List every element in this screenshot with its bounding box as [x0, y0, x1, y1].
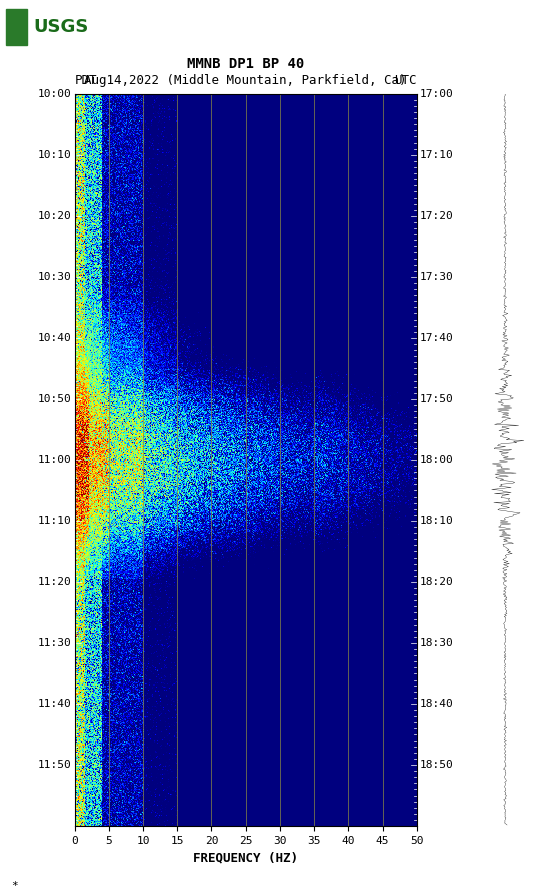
Text: 10:30: 10:30 [38, 271, 71, 282]
Text: 10:50: 10:50 [38, 394, 71, 404]
Text: PDT: PDT [75, 73, 97, 87]
Text: 11:20: 11:20 [38, 577, 71, 587]
Text: 11:40: 11:40 [38, 699, 71, 709]
Text: 18:30: 18:30 [420, 638, 454, 648]
Text: USGS: USGS [33, 18, 89, 36]
Text: 18:50: 18:50 [420, 760, 454, 770]
Text: 18:00: 18:00 [420, 455, 454, 465]
Text: Aug14,2022 (Middle Mountain, Parkfield, Ca): Aug14,2022 (Middle Mountain, Parkfield, … [84, 73, 407, 87]
Text: 10:10: 10:10 [38, 150, 71, 160]
Text: 17:00: 17:00 [420, 88, 454, 99]
Text: MMNB DP1 BP 40: MMNB DP1 BP 40 [187, 57, 304, 71]
Text: 17:30: 17:30 [420, 271, 454, 282]
X-axis label: FREQUENCY (HZ): FREQUENCY (HZ) [193, 851, 298, 864]
Text: 18:10: 18:10 [420, 516, 454, 526]
Text: 11:00: 11:00 [38, 455, 71, 465]
Bar [6, 9, 28, 45]
Text: 11:50: 11:50 [38, 760, 71, 770]
Text: 17:10: 17:10 [420, 150, 454, 160]
Text: 18:40: 18:40 [420, 699, 454, 709]
Text: 10:20: 10:20 [38, 211, 71, 221]
Text: 10:40: 10:40 [38, 333, 71, 343]
Text: 11:30: 11:30 [38, 638, 71, 648]
Text: 11:10: 11:10 [38, 516, 71, 526]
Text: UTC: UTC [394, 73, 417, 87]
Text: 10:00: 10:00 [38, 88, 71, 99]
Text: 17:40: 17:40 [420, 333, 454, 343]
Text: 17:50: 17:50 [420, 394, 454, 404]
Text: 18:20: 18:20 [420, 577, 454, 587]
Text: *: * [11, 880, 18, 890]
Text: 17:20: 17:20 [420, 211, 454, 221]
